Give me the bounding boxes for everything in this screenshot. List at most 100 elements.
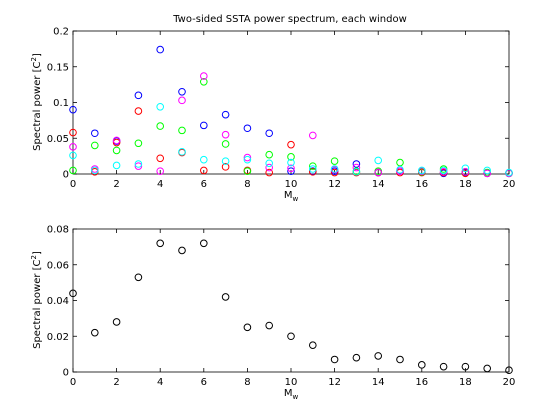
y-tick-label: 0 [63, 170, 69, 181]
data-point-marker [396, 158, 404, 167]
data-point-marker [243, 124, 252, 133]
data-point-marker [112, 161, 121, 170]
data-point-marker [483, 169, 492, 178]
data-point-marker [156, 239, 164, 248]
data-point-marker [505, 366, 513, 375]
data-point-marker [243, 155, 252, 164]
data-point-marker [112, 136, 121, 145]
data-point-marker [178, 87, 186, 96]
data-point-marker [265, 321, 274, 330]
data-point-marker [352, 160, 361, 168]
bottom-spectrum-axes: 0 0.02 0.04 0.06 0.08 0 2 4 6 8 10 12 14 16 18 20 Mw S… [30, 225, 515, 402]
data-point-marker [200, 77, 208, 86]
bottom-x-ticks: 0 2 4 6 8 10 12 14 16 18 20 [70, 229, 516, 388]
bottom-y-axis-label: Spectral power [C2] [30, 251, 43, 349]
x-tick-label: 6 [201, 377, 207, 388]
bottom-x-axis-label: Mw [284, 388, 299, 401]
data-point-marker [287, 153, 295, 161]
data-point-marker [309, 165, 317, 173]
data-point-marker [200, 155, 208, 164]
data-point-marker [483, 166, 492, 175]
data-point-marker [352, 163, 361, 172]
data-point-marker [265, 150, 274, 159]
data-point-marker [221, 163, 230, 171]
data-point-marker [221, 110, 230, 119]
data-point-marker [69, 143, 77, 151]
data-point-marker [200, 166, 208, 175]
data-point-marker [243, 323, 252, 332]
data-point-marker [91, 129, 99, 138]
data-point-marker [112, 138, 121, 147]
data-point-marker [309, 341, 317, 349]
x-tick-label: 18 [459, 377, 472, 388]
data-point-marker [505, 168, 513, 177]
data-point-marker [374, 168, 383, 177]
data-point-marker [483, 364, 492, 373]
data-point-marker [134, 91, 143, 100]
data-point-marker [287, 167, 295, 175]
data-point-marker [287, 140, 295, 149]
data-point-marker [352, 353, 361, 362]
data-point-marker [156, 122, 164, 130]
x-tick-label: 0 [70, 377, 76, 388]
data-point-marker [243, 167, 252, 175]
data-point-marker [178, 246, 186, 255]
data-point-marker [309, 162, 317, 170]
data-point-marker [91, 328, 99, 337]
data-point-marker [374, 156, 383, 165]
data-point-marker [134, 107, 143, 115]
data-point-marker [156, 154, 164, 163]
y-tick-label: 0.1 [53, 98, 69, 109]
data-point-marker [265, 168, 274, 177]
data-point-marker [69, 166, 77, 175]
data-point-marker [352, 168, 361, 176]
data-point-marker [330, 157, 339, 165]
data-point-marker [461, 362, 470, 371]
data-point-marker [221, 130, 230, 139]
data-point-marker [439, 166, 448, 175]
data-point-marker [418, 361, 426, 369]
y-tick-label: 0.05 [47, 134, 69, 145]
x-tick-label: 0 [70, 179, 76, 190]
data-point-marker [396, 165, 404, 174]
data-point-marker [200, 121, 208, 130]
x-tick-label: 2 [113, 179, 119, 190]
data-point-marker [156, 102, 164, 111]
y-tick-label: 0.08 [47, 225, 69, 236]
bottom-y-ticks: 0 0.02 0.04 0.06 0.08 [47, 225, 509, 379]
data-point-marker [69, 105, 77, 114]
y-tick-label: 0.15 [47, 62, 69, 73]
data-point-marker [200, 239, 208, 248]
data-point-marker [287, 164, 295, 173]
data-point-marker [461, 168, 470, 176]
data-point-marker [112, 146, 121, 155]
bottom-data-markers [69, 239, 513, 375]
data-point-marker [178, 148, 186, 156]
data-point-marker [330, 355, 339, 364]
data-point-marker [112, 318, 121, 326]
data-point-marker [156, 167, 164, 175]
data-point-marker [309, 131, 317, 140]
x-tick-label: 20 [503, 377, 516, 388]
data-point-marker [91, 141, 99, 150]
data-point-marker [134, 139, 143, 148]
data-point-marker [221, 293, 230, 301]
y-tick-label: 0.02 [47, 332, 69, 343]
data-point-marker [156, 45, 164, 54]
x-tick-label: 10 [285, 377, 298, 388]
y-tick-label: 0 [63, 368, 69, 379]
data-point-marker [265, 163, 274, 172]
top-x-axis-label: Mw [284, 190, 299, 203]
x-tick-label: 8 [244, 179, 250, 190]
x-tick-label: 16 [415, 377, 428, 388]
x-tick-label: 12 [328, 377, 341, 388]
data-point-marker [91, 166, 99, 175]
data-point-marker [69, 151, 77, 160]
data-point-marker [221, 157, 230, 165]
x-tick-label: 16 [415, 179, 428, 190]
data-point-marker [178, 96, 186, 105]
chart-title: Two-sided SSTA power spectrum, each wind… [172, 14, 407, 25]
data-point-marker [330, 165, 339, 173]
data-point-marker [200, 72, 208, 80]
